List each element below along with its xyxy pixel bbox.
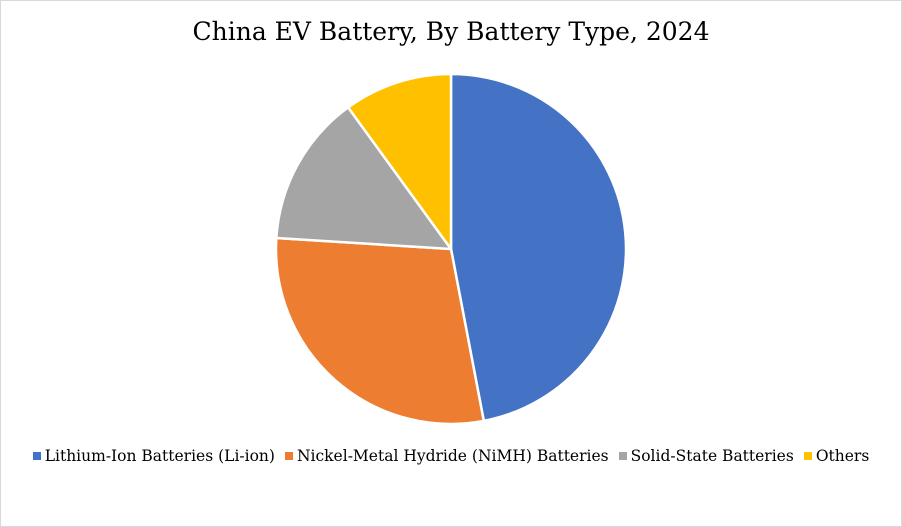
legend-label-nimh: Nickel-Metal Hydride (NiMH) Batteries (296, 447, 609, 465)
legend-item-solid-state: Solid-State Batteries (618, 447, 794, 465)
legend-swatch-solid-state (618, 452, 627, 460)
legend-swatch-others (803, 452, 812, 460)
legend-item-nimh: Nickel-Metal Hydride (NiMH) Batteries (284, 447, 609, 465)
legend: Lithium-Ion Batteries (Li-ion) Nickel-Me… (0, 447, 902, 465)
legend-swatch-nimh (284, 452, 293, 460)
legend-item-others: Others (803, 447, 870, 465)
legend-swatch-lithium-ion (32, 452, 41, 460)
legend-item-lithium-ion: Lithium-Ion Batteries (Li-ion) (32, 447, 275, 465)
legend-label-others: Others (815, 447, 870, 465)
pie-slice-others (346, 72, 453, 251)
legend-label-solid-state: Solid-State Batteries (630, 447, 794, 465)
pie-slice-nimh (274, 236, 486, 426)
pie-slice-lithium-ion (449, 72, 628, 423)
legend-label-lithium-ion: Lithium-Ion Batteries (Li-ion) (44, 447, 275, 465)
pie-slice-solid-state (275, 106, 453, 251)
chart-title: China EV Battery, By Battery Type, 2024 (192, 17, 710, 46)
